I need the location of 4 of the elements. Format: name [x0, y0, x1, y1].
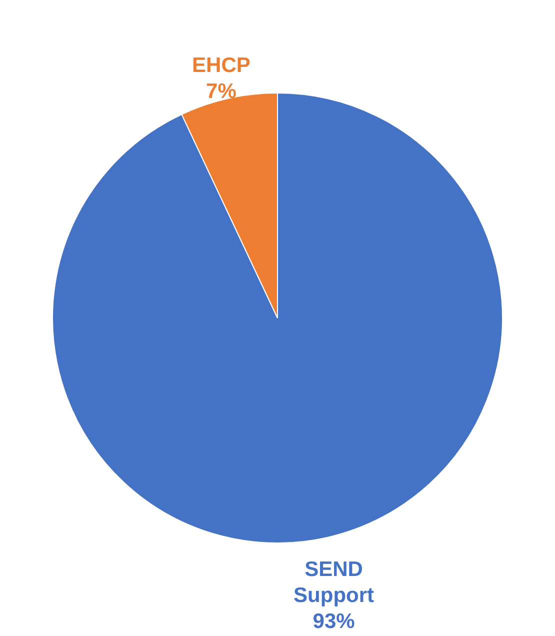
slice-label: EHCP [192, 54, 250, 78]
data-label: 93% [312, 610, 356, 633]
data-label: 7% [206, 80, 237, 104]
slice-label: SEND Support [294, 558, 374, 607]
